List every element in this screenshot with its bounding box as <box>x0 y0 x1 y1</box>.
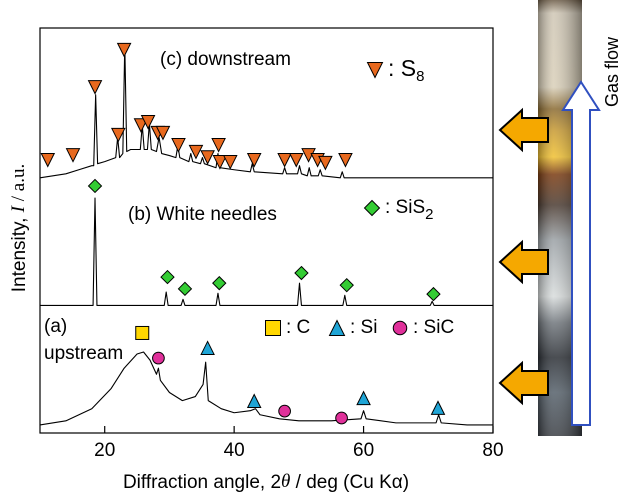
x-axis-label: Diffraction angle, 2θ / deg (Cu Kα) <box>123 471 409 493</box>
peak-marker <box>295 267 308 280</box>
legend-swatch <box>365 201 380 216</box>
y-axis-label: Intensity, I / a.u. <box>8 164 30 292</box>
y-label-part: / a.u. <box>8 164 29 206</box>
peak-marker <box>212 139 225 152</box>
peak-marker <box>290 154 303 167</box>
legend-swatch <box>266 321 281 336</box>
legend-text: : Si <box>350 317 377 338</box>
legend-label: : S8 <box>388 55 424 85</box>
peak-marker <box>89 81 102 94</box>
peak-marker <box>161 271 174 284</box>
peak-marker <box>248 154 261 167</box>
peak-marker <box>427 288 440 301</box>
peak-marker <box>136 326 149 339</box>
pattern-label: (b) White needles <box>128 204 277 225</box>
legend-text: : SiC <box>413 317 454 338</box>
legend-subscript: 2 <box>425 206 433 223</box>
legend-text: : SiS <box>385 197 425 218</box>
legend-label: : SiC <box>413 317 454 338</box>
x-tick-label: 60 <box>353 440 374 461</box>
x-label-part: / deg (Cu Kα) <box>290 472 409 493</box>
peak-marker <box>431 401 444 414</box>
peak-marker <box>357 392 370 405</box>
peak-marker <box>89 179 102 192</box>
legend-subscript: 8 <box>416 68 424 85</box>
peak-marker <box>118 43 131 56</box>
plot-frame <box>40 28 493 433</box>
peak-marker <box>41 154 54 167</box>
peak-marker <box>319 156 332 169</box>
x-tick-label: 80 <box>482 440 503 461</box>
peak-marker <box>201 151 214 164</box>
figure: Gas flow Diffraction angle, 2θ / deg (Cu… <box>0 0 628 500</box>
legend-swatch <box>368 63 383 78</box>
legend-text: : C <box>286 317 310 338</box>
peak-marker <box>248 395 261 408</box>
x-label-part: θ <box>281 471 290 492</box>
legend-swatch <box>393 321 407 335</box>
pattern-label: upstream <box>44 343 123 364</box>
y-label-part: Intensity, <box>9 212 30 292</box>
peak-marker <box>336 412 348 424</box>
x-tick-label: 40 <box>224 440 245 461</box>
peak-marker <box>178 282 191 295</box>
peak-marker <box>278 154 291 167</box>
legend-label: : C <box>286 317 310 338</box>
peak-marker <box>153 352 165 364</box>
peak-marker <box>279 405 291 417</box>
x-label-part: Diffraction angle, 2 <box>123 472 281 493</box>
photo: Gas flow <box>500 0 622 436</box>
pattern-label: (c) downstream <box>160 49 291 70</box>
legend-label: : Si <box>350 317 377 338</box>
pattern-label: (a) <box>44 316 67 337</box>
peak-marker <box>67 149 80 162</box>
legend-text: : S <box>388 55 416 81</box>
peak-marker <box>339 154 352 167</box>
peak-marker <box>172 139 185 152</box>
x-tick-label: 20 <box>94 440 115 461</box>
legend-swatch <box>330 321 345 336</box>
peak-marker <box>224 156 237 169</box>
legend-label: : SiS2 <box>385 197 433 223</box>
peak-marker <box>340 279 353 292</box>
peak-marker <box>201 341 214 354</box>
gas-flow-label: Gas flow <box>602 36 622 107</box>
peak-marker <box>213 277 226 290</box>
